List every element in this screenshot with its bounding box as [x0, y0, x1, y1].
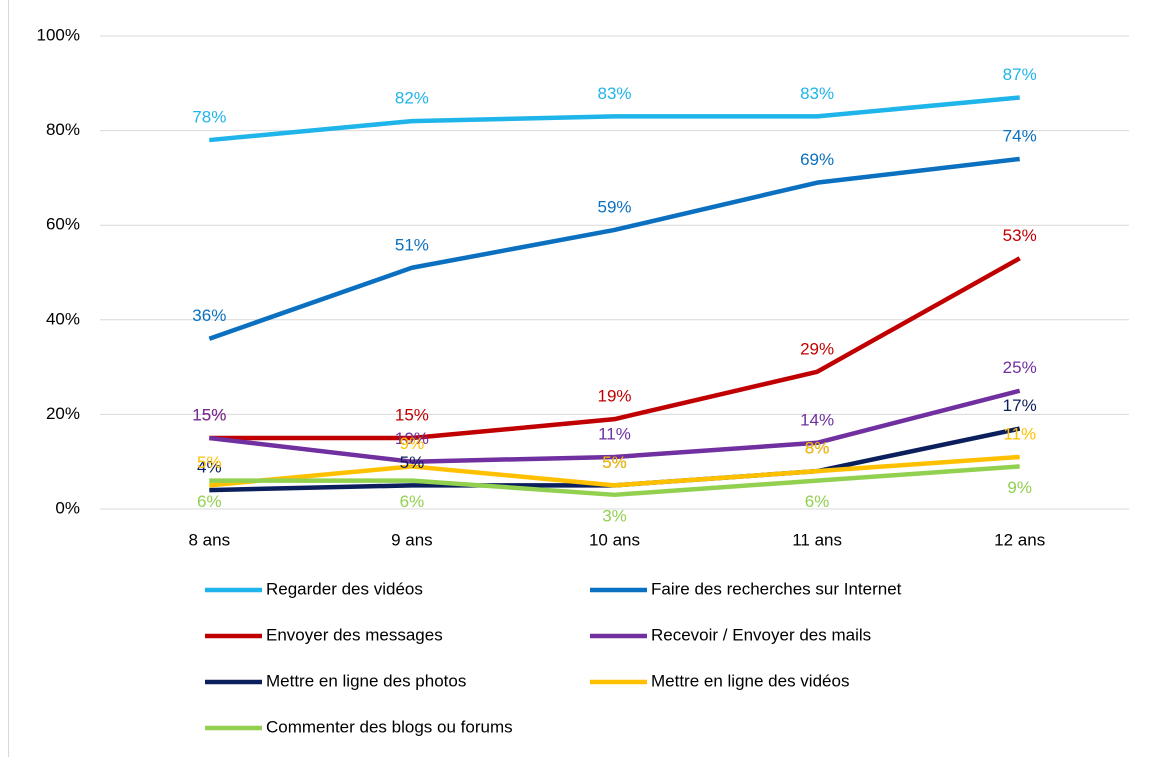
- data-label: 74%: [1003, 126, 1037, 145]
- data-label: 5%: [197, 453, 222, 472]
- y-tick-label: 0%: [55, 498, 80, 517]
- data-label: 5%: [602, 453, 627, 472]
- data-label: 11%: [598, 424, 631, 443]
- series-line: [209, 256, 1021, 441]
- x-tick-label: 11 ans: [792, 530, 842, 549]
- data-label: 10%: [395, 429, 429, 448]
- data-label: 11%: [1003, 424, 1036, 443]
- legend-label: Regarder des vidéos: [266, 579, 423, 598]
- y-tick-label: 20%: [46, 404, 80, 423]
- data-label: 6%: [400, 492, 425, 511]
- legend-label: Envoyer des messages: [266, 625, 443, 644]
- y-tick-label: 100%: [37, 25, 80, 44]
- data-label: 5%: [602, 453, 627, 472]
- series-line: [209, 388, 1021, 464]
- y-tick-label: 40%: [46, 309, 80, 328]
- legend-label: Commenter des blogs ou forums: [266, 717, 513, 736]
- data-label: 14%: [800, 410, 834, 429]
- data-label: 29%: [800, 339, 834, 358]
- data-label: 6%: [805, 492, 830, 511]
- series-line: [209, 454, 1020, 488]
- data-label: 82%: [395, 89, 429, 108]
- data-label: 4%: [197, 458, 222, 477]
- data-label: 25%: [1003, 358, 1037, 377]
- data-label: 83%: [800, 84, 834, 103]
- x-tick-label: 8 ans: [189, 530, 231, 549]
- data-label: 15%: [192, 406, 226, 425]
- data-label: 3%: [602, 506, 627, 525]
- x-tick-label: 9 ans: [391, 530, 433, 549]
- data-label: 15%: [192, 406, 226, 425]
- data-label: 87%: [1003, 65, 1037, 84]
- y-tick-label: 60%: [46, 215, 80, 234]
- data-label: 8%: [805, 439, 830, 458]
- data-label: 19%: [597, 387, 631, 406]
- series-line: [209, 95, 1020, 143]
- data-label: 8%: [805, 439, 830, 458]
- x-tick-label: 10 ans: [589, 530, 640, 549]
- data-label: 69%: [800, 150, 834, 169]
- series-line: [208, 156, 1020, 341]
- data-label: 9%: [400, 434, 425, 453]
- legend-label: Mettre en ligne des vidéos: [651, 671, 849, 690]
- data-label: 5%: [400, 453, 425, 472]
- data-label: 83%: [597, 84, 631, 103]
- y-tick-label: 80%: [46, 120, 80, 139]
- data-label: 15%: [395, 406, 429, 425]
- legend-label: Recevoir / Envoyer des mails: [651, 625, 871, 644]
- x-tick-label: 12 ans: [994, 530, 1045, 549]
- data-label: 78%: [192, 108, 226, 127]
- data-label: 6%: [197, 492, 222, 511]
- data-label: 36%: [192, 306, 226, 325]
- data-label: 17%: [1003, 396, 1037, 415]
- data-label: 51%: [395, 235, 429, 254]
- data-label: 9%: [1007, 478, 1032, 497]
- series-line: [209, 464, 1020, 498]
- legend-label: Faire des recherches sur Internet: [651, 579, 902, 598]
- data-label: 53%: [1003, 226, 1037, 245]
- legend-label: Mettre en ligne des photos: [266, 671, 466, 690]
- data-label: 59%: [597, 197, 631, 216]
